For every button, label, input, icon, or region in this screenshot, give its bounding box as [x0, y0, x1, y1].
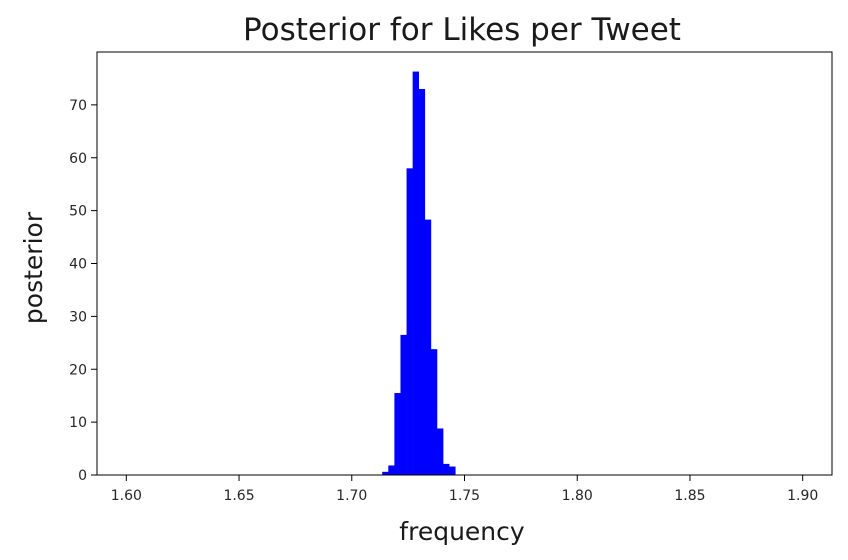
x-tick-label-4: 1.80 [562, 488, 593, 504]
y-tick-label-2: 20 [69, 362, 87, 378]
histogram-bar-4 [406, 168, 413, 475]
x-tick-label-6: 1.90 [787, 488, 818, 504]
x-tick-label-0: 1.60 [111, 488, 142, 504]
histogram-bar-8 [430, 349, 438, 475]
histogram-bar-11 [449, 466, 456, 475]
x-tick-label-3: 1.75 [449, 488, 480, 504]
histogram-bar-6 [418, 89, 426, 475]
y-axis-label: posterior [19, 211, 48, 324]
y-axis-ticks: 0 10 20 30 40 50 60 70 [69, 98, 97, 484]
histogram-bar-1 [388, 465, 395, 475]
y-tick-label-4: 40 [69, 257, 87, 273]
histogram-bar-7 [424, 219, 432, 475]
y-tick-label-0: 0 [78, 468, 87, 484]
histogram-bar-0 [382, 471, 389, 475]
histogram-bar-2 [394, 393, 401, 475]
y-tick-label-1: 10 [69, 415, 87, 431]
histogram-bar-10 [443, 463, 450, 475]
x-tick-label-5: 1.85 [674, 488, 705, 504]
y-tick-label-3: 30 [69, 309, 87, 325]
plot-area-frame [96, 51, 833, 476]
histogram-bar-5 [412, 71, 420, 475]
y-tick-label-7: 70 [69, 98, 87, 114]
x-axis-ticks: 1.60 1.65 1.70 1.75 1.80 1.85 1.90 [111, 475, 818, 504]
y-tick-label-6: 60 [69, 151, 87, 167]
x-tick-label-2: 1.70 [336, 488, 367, 504]
x-tick-label-1: 1.65 [223, 488, 254, 504]
histogram-bar-3 [400, 334, 407, 475]
x-axis-label: frequency [399, 517, 525, 546]
histogram-bars [382, 71, 456, 475]
histogram-bar-9 [436, 428, 444, 475]
y-tick-label-5: 50 [69, 204, 87, 220]
chart-title: Posterior for Likes per Tweet [243, 12, 681, 48]
